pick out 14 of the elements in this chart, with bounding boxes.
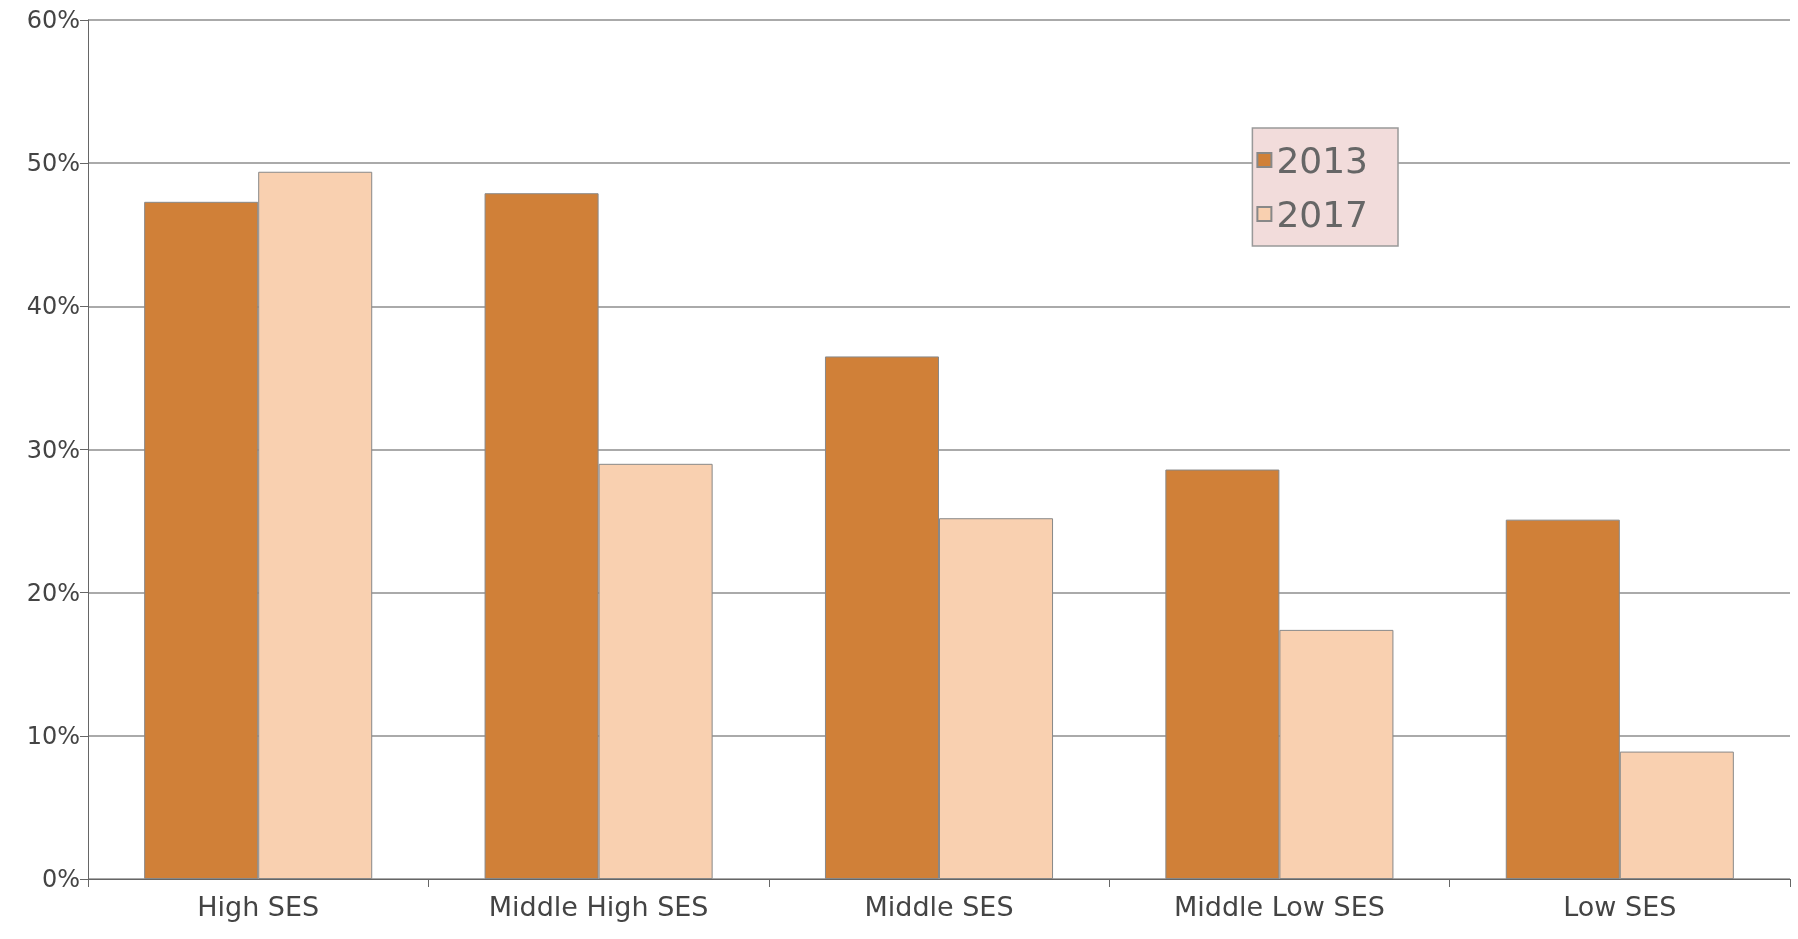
y-tick-label: 60% — [26, 6, 80, 34]
x-tick-label: Middle High SES — [488, 891, 709, 922]
x-tick-label: High SES — [197, 891, 320, 922]
legend-label: 2017 — [1276, 193, 1369, 235]
y-tick-label: 50% — [26, 149, 80, 178]
x-tick-label: Low SES — [1563, 891, 1677, 922]
y-tick-label: 10% — [26, 721, 80, 750]
y-tick-label: 40% — [26, 292, 80, 321]
legend-label: 2013 — [1276, 139, 1369, 181]
x-tick-label: Middle Low SES — [1173, 891, 1385, 922]
y-tick-label: 20% — [26, 578, 80, 607]
y-tick-label: 30% — [26, 435, 80, 464]
x-tick-label: Middle SES — [864, 891, 1014, 922]
y-tick-label: 0% — [41, 865, 80, 893]
